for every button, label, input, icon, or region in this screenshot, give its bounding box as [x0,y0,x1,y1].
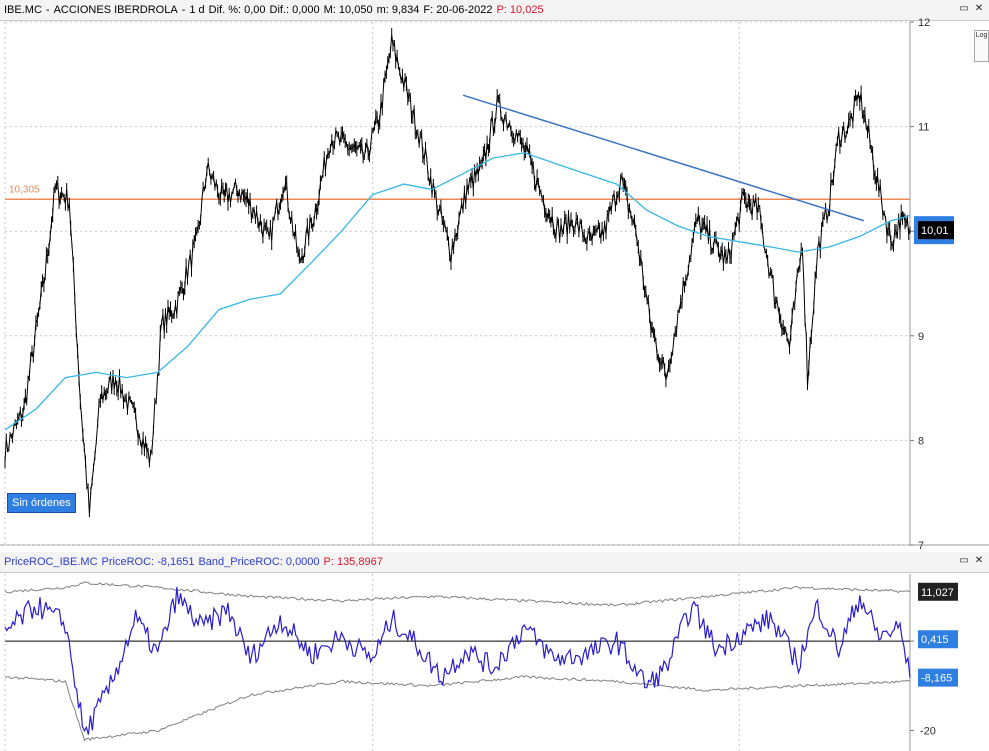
moving-average-line [4,152,911,431]
period-label: 1 d [189,4,205,16]
roc-chart-panel[interactable]: PriceROC_IBE.MC PriceROC: -8,1651 Band_Pri… [0,552,989,751]
status-badge: Sin órdenes [7,493,76,513]
price-chart-panel[interactable]: IBE.MC - ACCIONES IBERDROLA -1 d Dif. %: 0,0… [0,0,989,552]
roc-middle-tag: 0,415 [921,634,949,646]
price-y-tick-label: 9 [918,331,924,343]
maximize-icon[interactable]: ▭ [959,3,969,14]
roc-value-tag-bg [918,668,958,687]
roc-value-tag: -8,165 [921,673,952,685]
roc-lower-band [4,675,911,742]
roc-p-label: P: 135,8967 [323,556,383,568]
trendline [462,94,865,222]
roc-line [4,587,911,735]
resistance-label: 10,305 [9,184,40,195]
roc-y-tick-label: -20 [920,726,936,738]
max-label: M: 10,050 [323,4,373,16]
price-y-tick-label: 12 [918,17,930,29]
log-scale-button[interactable]: Log [974,30,989,62]
roc-upper-tag: 11,027 [921,587,954,599]
roc-middle-tag-bg [918,630,958,649]
roc-upper-band [4,581,911,607]
roc-chart-header: PriceROC_IBE.MC PriceROC: -8,1651 Band_Pri… [0,552,989,573]
dif-pct-label: Dif. %: 0,00 [208,4,266,16]
last-price-tag-bg [918,221,954,240]
price-y-tick-label: 11 [918,122,929,134]
instrument-name: ACCIONES IBERDROLA [53,4,178,16]
price-series-line [4,28,911,518]
symbol-label: IBE.MC [4,4,42,16]
roc-maximize-icon[interactable]: ▭ [959,555,969,566]
date-label: F: 20-06-2022 [423,4,493,16]
price-y-tick-label: 8 [918,435,924,447]
last-price-tag: 10,01 [921,225,949,237]
price-chart-header: IBE.MC - ACCIONES IBERDROLA -1 d Dif. %: 0,0… [0,0,989,21]
roc-name-label: PriceROC_IBE.MC [4,556,98,568]
roc-value-label: PriceROC: -8,1651 [101,556,195,568]
roc-close-icon[interactable]: ✕ [974,555,984,566]
price-y-tick-label: 7 [918,540,924,552]
min-label: m: 9,834 [376,4,420,16]
window-buttons: ▭ ✕ [955,3,985,15]
roc-window-buttons: ▭ ✕ [955,555,985,567]
roc-upper-tag-bg [918,582,958,601]
roc-band-label: Band_PriceROC: 0,0000 [198,556,320,568]
close-icon[interactable]: ✕ [974,3,984,14]
dif-label: Dif.: 0,000 [269,4,320,16]
last-price-label: P: 10,025 [496,4,544,16]
